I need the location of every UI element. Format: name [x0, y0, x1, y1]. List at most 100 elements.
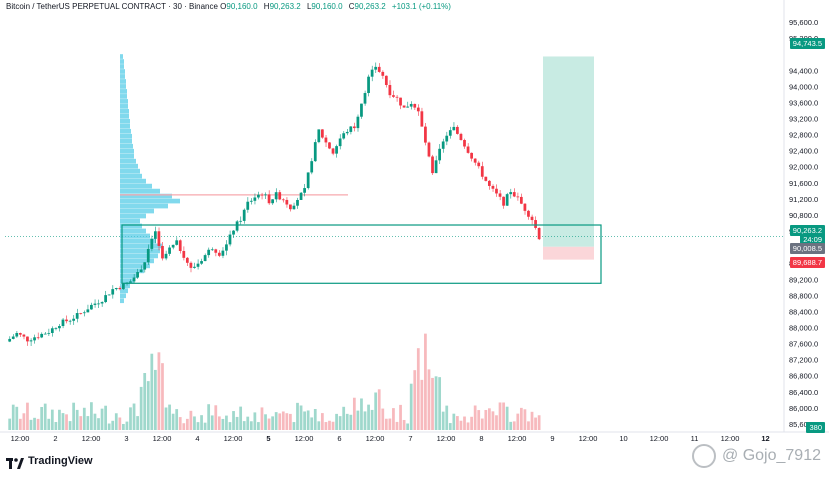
candle-body — [153, 231, 157, 239]
volume-profile-bar — [120, 59, 124, 64]
volume-bar — [384, 418, 388, 430]
candle-body — [516, 196, 520, 198]
candle-body — [65, 319, 68, 322]
x-tick-label: 2 — [53, 434, 57, 443]
candle-body — [86, 309, 90, 313]
high-value: 90,263.2 — [269, 2, 301, 11]
candle-body — [242, 209, 246, 221]
candle-body — [232, 230, 235, 235]
candle-body — [54, 328, 58, 330]
volume-bar — [296, 402, 299, 430]
volume-bar — [328, 420, 331, 430]
y-tick-label: 93,600.0 — [789, 98, 818, 107]
volume-bar — [40, 406, 44, 430]
range-box — [121, 224, 602, 284]
volume-bar — [320, 413, 324, 430]
volume-bar — [58, 409, 61, 430]
candle-body — [349, 126, 353, 132]
volume-bar — [104, 405, 107, 430]
volume-bar — [260, 407, 264, 430]
candle-body — [182, 250, 186, 258]
volume-bar — [292, 422, 296, 430]
candle-body — [463, 139, 466, 147]
candle-body — [530, 216, 534, 221]
candle-body — [289, 204, 292, 210]
candle-body — [342, 133, 346, 139]
watermark-text: @ Gojo_7912 — [722, 447, 821, 464]
volume-bar — [406, 423, 410, 430]
candle-body — [189, 262, 193, 268]
volume-bar — [86, 416, 90, 430]
volume-bar — [90, 402, 93, 430]
volume-bar — [168, 404, 171, 430]
candle-body — [452, 126, 456, 131]
candle-body — [352, 126, 356, 129]
candle-body — [257, 194, 260, 198]
candle-body — [40, 333, 44, 338]
candle-body — [15, 333, 19, 337]
volume-bar — [36, 418, 40, 430]
volume-profile-bar — [120, 69, 125, 74]
volume-bar — [438, 377, 442, 430]
volume-bar — [125, 421, 129, 430]
volume-profile-bar — [120, 273, 138, 279]
current-price-tag: 90,263.2 — [789, 225, 825, 236]
x-tick-label: 9 — [550, 434, 554, 443]
candle-body — [509, 192, 513, 195]
volume-bar — [210, 415, 214, 430]
candle-body — [527, 210, 530, 217]
volume-bar — [22, 413, 26, 430]
volume-bar — [356, 410, 360, 430]
candle-body — [47, 332, 51, 334]
y-tick-label: 88,000.0 — [789, 324, 818, 333]
candle-body — [161, 245, 164, 259]
volume-tag: 380 — [806, 422, 825, 433]
x-tick-label: 4 — [195, 434, 199, 443]
volume-profile-bar — [120, 238, 156, 244]
volume-bar — [345, 413, 349, 430]
volume-bar — [516, 413, 520, 430]
volume-bar — [352, 397, 356, 430]
candle-body — [402, 105, 406, 108]
volume-bar — [232, 411, 235, 430]
volume-bar — [427, 369, 431, 430]
volume-profile-bar — [120, 193, 172, 199]
candle-body — [107, 294, 111, 296]
candle-body — [498, 193, 502, 197]
volume-bar — [473, 405, 477, 430]
candle-body — [505, 194, 509, 206]
candle-body — [534, 220, 537, 228]
candle-body — [406, 106, 410, 108]
volume-bar — [246, 416, 250, 430]
y-tick-label: 85,600.0 — [789, 420, 818, 429]
volume-bar — [424, 333, 427, 430]
candle-body — [178, 240, 182, 251]
candle-body — [11, 336, 15, 339]
candle-body — [484, 176, 488, 181]
candle-body — [374, 66, 378, 70]
candle-body — [264, 194, 267, 196]
volume-bar — [178, 417, 182, 430]
candle-body — [338, 138, 342, 147]
candle-body — [97, 303, 100, 305]
candle-body — [495, 188, 498, 194]
volume-bar — [15, 406, 19, 430]
volume-bar — [498, 402, 502, 430]
candle-body — [225, 244, 228, 251]
volume-bar — [413, 370, 417, 430]
volume-profile-bar — [120, 173, 142, 179]
tradingview-logo[interactable]: TradingView — [6, 454, 93, 469]
candle-body — [281, 199, 285, 201]
candle-body — [171, 244, 175, 248]
volume-bar — [349, 414, 353, 430]
volume-bar — [519, 407, 523, 430]
candle-body — [214, 249, 218, 253]
volume-bar — [267, 418, 271, 430]
candle-body — [136, 272, 139, 278]
volume-bar — [171, 413, 175, 430]
volume-profile-bar — [120, 203, 168, 209]
candle-body — [118, 288, 122, 290]
candle-body — [260, 194, 264, 196]
volume-bar — [445, 405, 449, 430]
